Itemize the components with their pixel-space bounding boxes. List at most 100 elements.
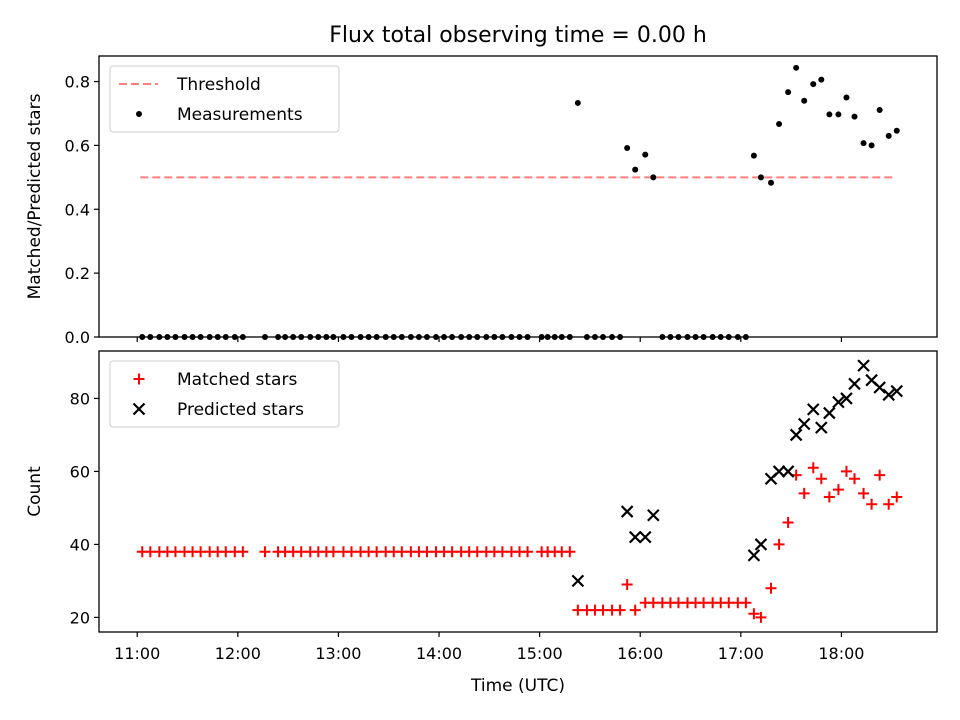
data-point	[574, 99, 581, 106]
data-point	[876, 106, 883, 113]
y-tick-label: 0.2	[65, 264, 90, 283]
data-point	[882, 388, 895, 402]
data-point	[890, 384, 904, 398]
data-point	[789, 428, 803, 442]
data-point	[849, 473, 861, 485]
data-point	[748, 608, 760, 620]
data-point	[797, 417, 811, 431]
y-tick-label: 60	[70, 462, 90, 481]
x-tick-label: 12:00	[215, 644, 261, 663]
y-tick-label: 0.4	[65, 200, 90, 219]
figure-title: Flux total observing time = 0.00 h	[329, 23, 707, 48]
data-point	[650, 174, 657, 181]
legend-label: Predicted stars	[177, 400, 304, 420]
x-tick-label: 16:00	[617, 644, 663, 663]
data-point	[776, 121, 783, 128]
y-tick-label: 80	[70, 389, 90, 408]
axes-frame	[98, 350, 938, 633]
data-point	[840, 392, 853, 405]
axes-frame	[98, 55, 938, 338]
legend-dot-handle	[136, 111, 142, 117]
data-point	[860, 140, 867, 147]
data-point	[571, 574, 585, 588]
x-tick-label: 18:00	[818, 644, 864, 663]
data-point	[818, 76, 825, 83]
data-point	[815, 473, 827, 485]
data-point	[632, 166, 639, 173]
data-point	[893, 127, 900, 134]
data-point	[327, 546, 339, 558]
data-point	[832, 484, 844, 496]
data-point	[874, 469, 886, 481]
data-point	[740, 597, 752, 609]
data-point	[806, 403, 820, 416]
data-point	[832, 395, 845, 409]
x-tick-label: 14:00	[416, 644, 462, 663]
x-tick-label: 13:00	[315, 644, 361, 663]
data-point	[628, 530, 642, 544]
x-tick-label: 11:00	[114, 644, 160, 663]
data-point	[843, 94, 850, 101]
data-point	[629, 604, 641, 616]
legend-box	[109, 65, 340, 133]
data-point	[857, 359, 870, 372]
data-point	[823, 491, 835, 503]
legend-x-handle	[132, 402, 146, 416]
data-point	[773, 538, 785, 550]
data-point	[807, 462, 819, 474]
x-axis-label: Time (UTC)	[470, 676, 565, 696]
legend-label: Measurements	[177, 105, 303, 125]
data-point	[624, 144, 631, 151]
data-point	[768, 179, 775, 186]
y-axis-label: Matched/Predicted stars	[25, 93, 45, 299]
data-point	[851, 113, 858, 120]
y-tick-label: 0.6	[65, 136, 90, 155]
data-point	[642, 151, 649, 158]
data-point	[638, 530, 652, 544]
data-point	[259, 546, 271, 558]
data-point	[891, 491, 903, 503]
data-point	[757, 174, 764, 181]
legend-label: Matched stars	[177, 370, 297, 390]
data-point	[782, 517, 794, 529]
data-point	[793, 64, 800, 71]
data-point	[815, 421, 828, 434]
data-point	[848, 377, 861, 391]
data-point	[873, 381, 886, 394]
y-tick-label: 0.0	[65, 328, 90, 347]
data-point	[810, 81, 817, 88]
data-point	[772, 465, 786, 478]
data-point	[614, 604, 626, 616]
data-point	[835, 111, 842, 118]
data-point	[801, 97, 808, 104]
data-point	[885, 132, 892, 139]
data-point	[765, 582, 777, 594]
legend: Matched stars Predicted stars	[109, 360, 340, 428]
data-point	[781, 465, 795, 478]
count-panel: Count 20 40 60 80 11:00 12:00 13:00 14:00 15:00 16…	[25, 350, 938, 663]
series-matched-stars	[136, 462, 903, 623]
data-point	[621, 579, 633, 591]
series-predicted-stars	[571, 359, 904, 588]
data-point	[840, 465, 852, 477]
legend-plus-handle	[133, 373, 145, 385]
data-point	[868, 142, 875, 149]
data-point	[237, 546, 249, 558]
x-tick-label: 17:00	[718, 644, 764, 663]
x-tick-label: 15:00	[517, 644, 563, 663]
data-point	[647, 508, 660, 522]
data-point	[747, 549, 761, 562]
data-point	[798, 487, 810, 499]
data-point	[754, 538, 768, 551]
data-point	[823, 406, 836, 420]
data-point	[620, 505, 634, 518]
data-point	[785, 89, 792, 96]
data-point	[522, 546, 534, 558]
y-tick-label: 0.8	[65, 73, 90, 92]
legend: Threshold Measurements	[109, 65, 340, 133]
data-point	[564, 546, 576, 558]
ratio-panel: Matched/Predicted stars 0.0 0.2 0.4 0.6 0.8 Th…	[25, 55, 938, 347]
data-point	[826, 111, 833, 118]
data-point	[858, 487, 870, 499]
